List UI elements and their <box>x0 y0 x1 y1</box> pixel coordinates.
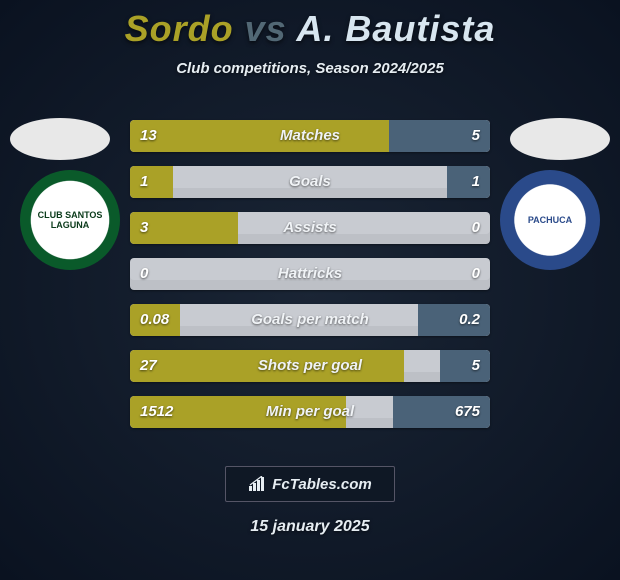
player-b-silhouette <box>510 118 610 160</box>
site-logo-box: FcTables.com <box>225 466 395 502</box>
team-a-badge: CLUB SANTOS LAGUNA <box>20 170 120 270</box>
stat-row: 27 Shots per goal 5 <box>130 350 490 382</box>
stat-label: Matches <box>130 120 490 152</box>
stat-row: 3 Assists 0 <box>130 212 490 244</box>
stat-row: 13 Matches 5 <box>130 120 490 152</box>
footer-date: 15 january 2025 <box>0 518 620 536</box>
stat-value-right: 0 <box>472 258 480 290</box>
subtitle: Club competitions, Season 2024/2025 <box>0 60 620 77</box>
stat-value-right: 5 <box>472 120 480 152</box>
stat-value-right: 5 <box>472 350 480 382</box>
stat-row: 0 Hattricks 0 <box>130 258 490 290</box>
player-a-name: Sordo <box>125 8 234 49</box>
site-logo-text: FcTables.com <box>272 476 371 493</box>
stat-value-right: 0.2 <box>459 304 480 336</box>
stat-label: Goals <box>130 166 490 198</box>
stat-label: Goals per match <box>130 304 490 336</box>
stat-value-right: 675 <box>455 396 480 428</box>
stat-label: Assists <box>130 212 490 244</box>
stat-label: Shots per goal <box>130 350 490 382</box>
stat-row: 0.08 Goals per match 0.2 <box>130 304 490 336</box>
comparison-title: Sordo vs A. Bautista <box>0 0 620 50</box>
player-b-name: A. Bautista <box>296 8 495 49</box>
stat-label: Hattricks <box>130 258 490 290</box>
stat-value-right: 0 <box>472 212 480 244</box>
stat-row: 1512 Min per goal 675 <box>130 396 490 428</box>
stats-container: 13 Matches 5 1 Goals 1 3 Assists 0 0 Hat… <box>130 120 490 442</box>
team-a-badge-label: CLUB SANTOS LAGUNA <box>20 210 120 230</box>
vs-label: vs <box>245 8 287 49</box>
team-b-badge: PACHUCA <box>500 170 600 270</box>
team-b-badge-label: PACHUCA <box>528 215 572 225</box>
player-a-silhouette <box>10 118 110 160</box>
chart-icon <box>248 476 268 492</box>
stat-value-right: 1 <box>472 166 480 198</box>
stat-row: 1 Goals 1 <box>130 166 490 198</box>
stat-label: Min per goal <box>130 396 490 428</box>
